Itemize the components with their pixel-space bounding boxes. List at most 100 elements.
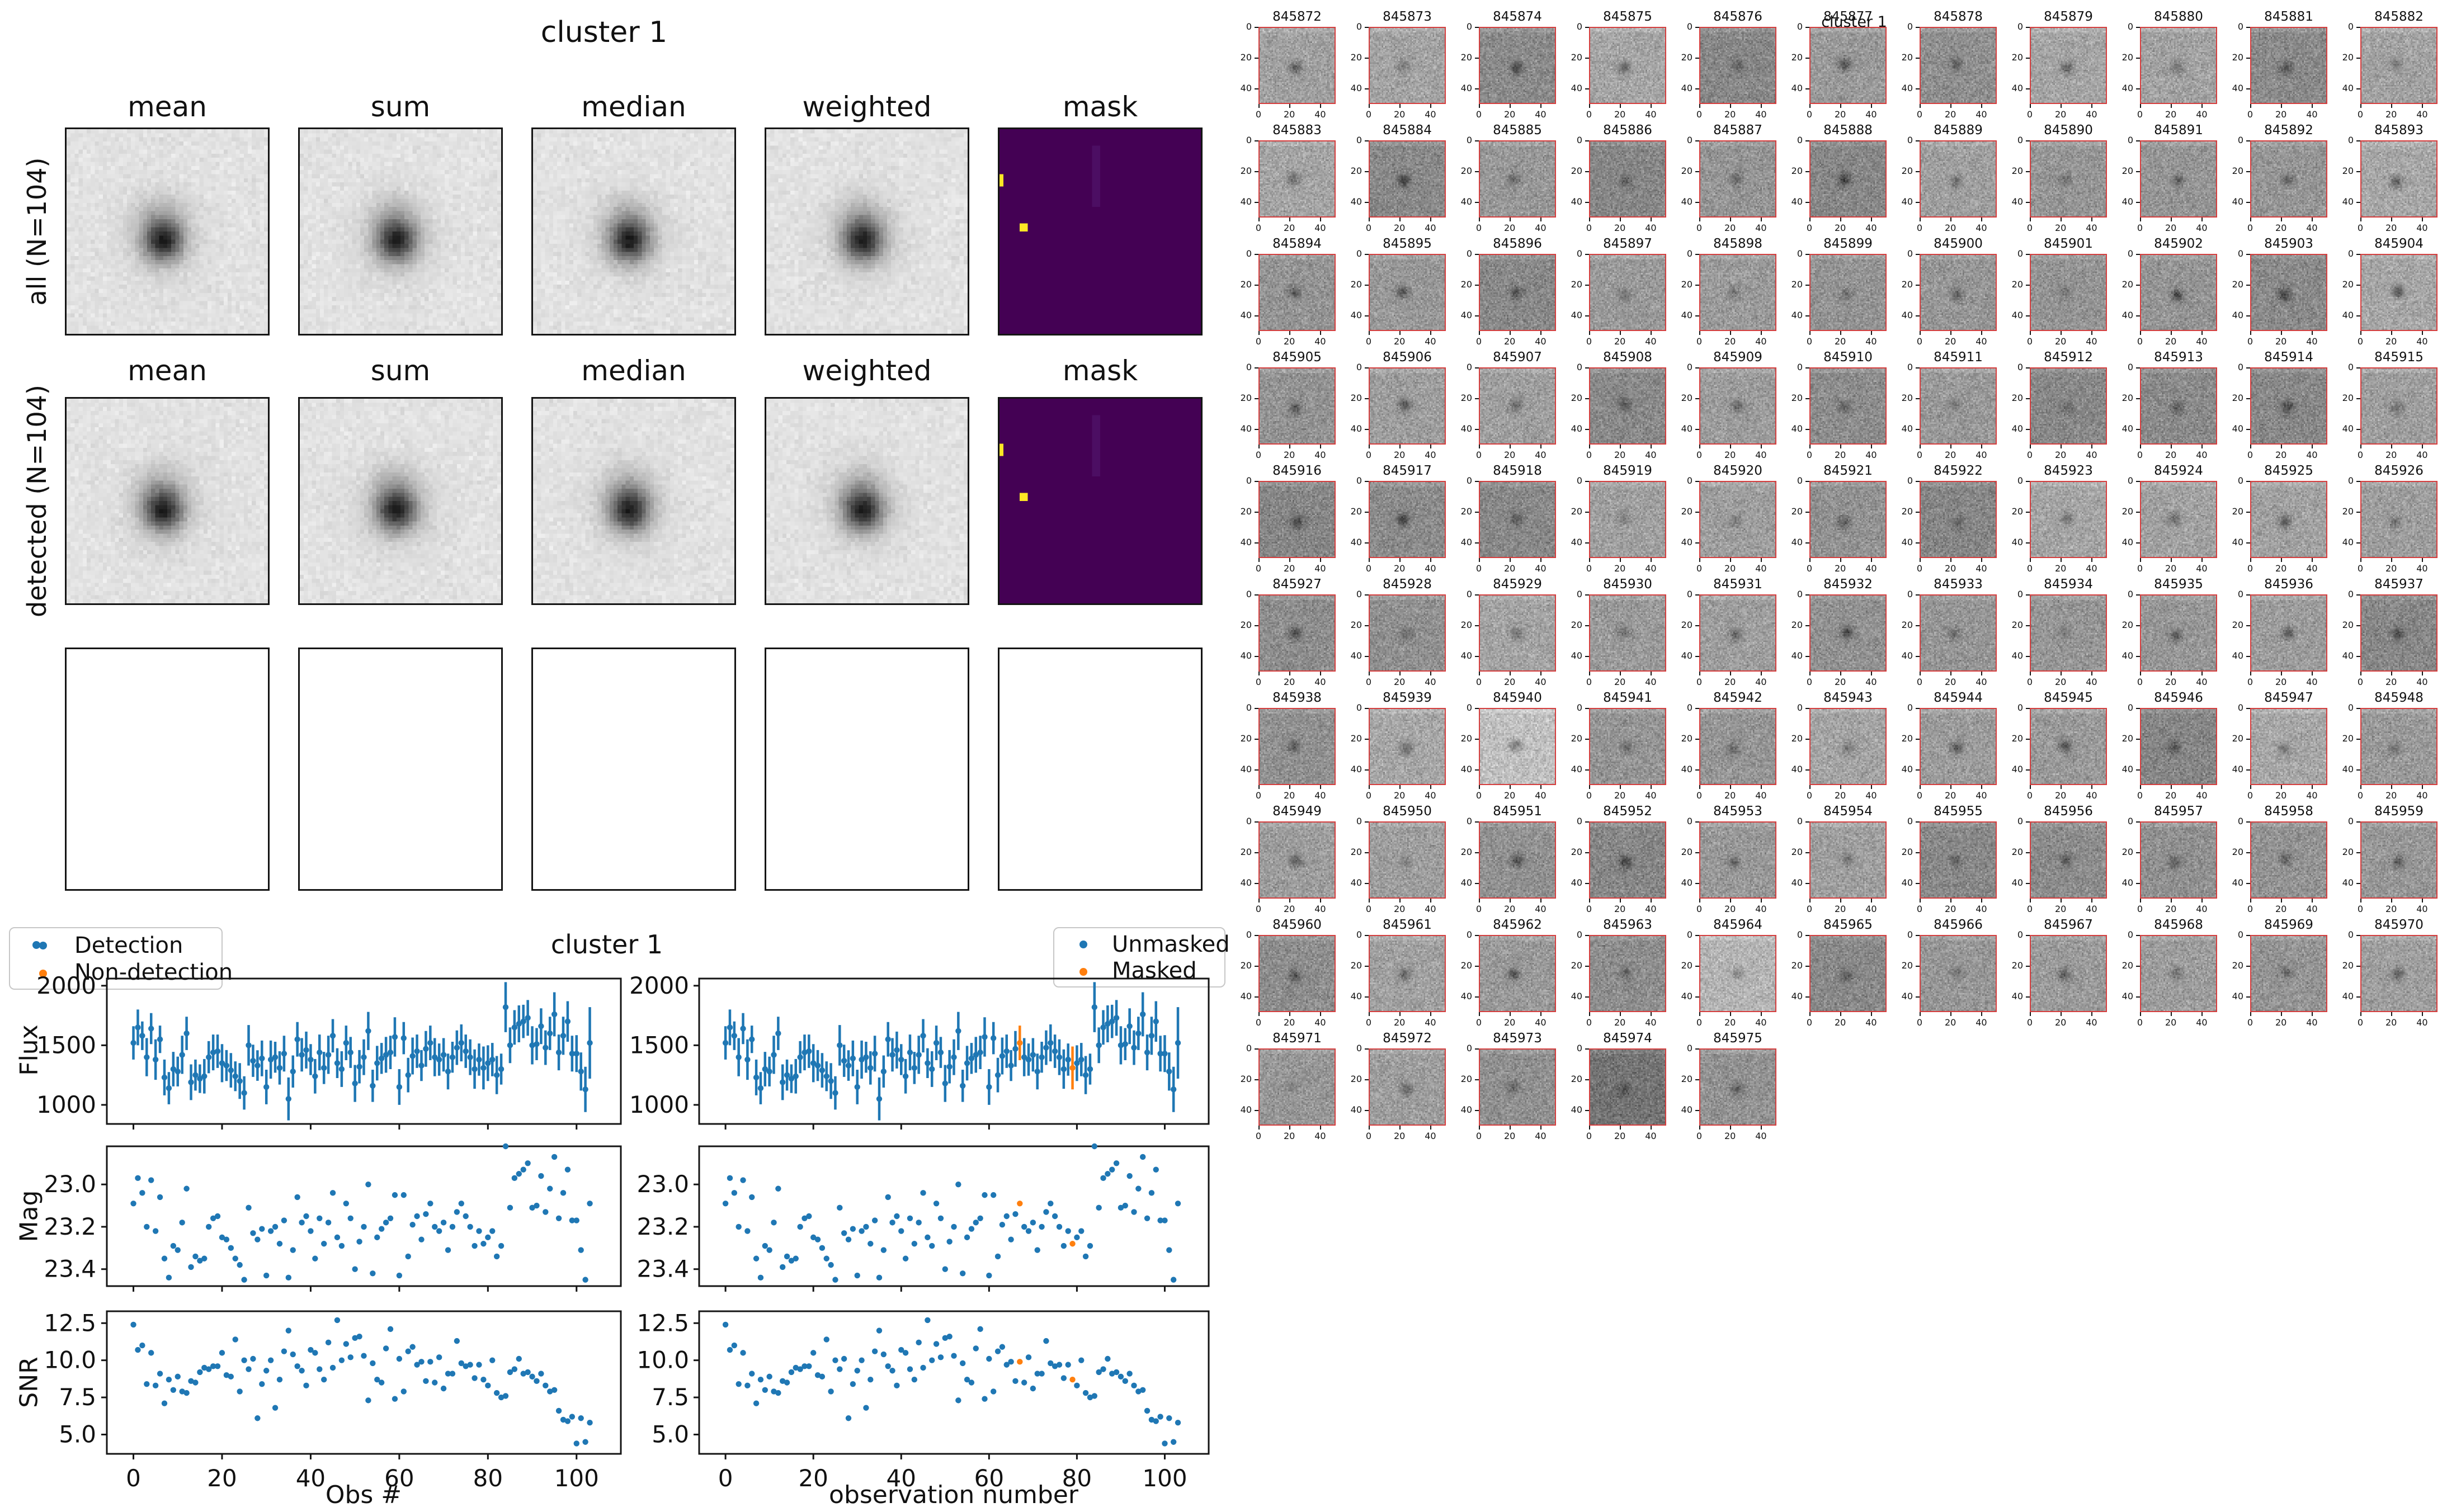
thumb-ytick bbox=[2136, 821, 2140, 823]
data-point bbox=[894, 1382, 900, 1389]
thumbnail-title: 845956 bbox=[2044, 804, 2093, 819]
thumb-xtick bbox=[1871, 1012, 1873, 1016]
thumb-ytick-label: 20 bbox=[1240, 620, 1252, 631]
thumb-ytick bbox=[2026, 594, 2030, 596]
thumb-ytick bbox=[2136, 852, 2140, 854]
thumbnail-title: 845890 bbox=[2044, 123, 2093, 138]
data-point bbox=[223, 1236, 230, 1242]
data-point bbox=[1122, 1202, 1128, 1209]
data-point bbox=[1074, 1060, 1080, 1066]
thumb-xtick-label: 40 bbox=[1976, 904, 1987, 914]
thumb-ytick bbox=[1916, 821, 1920, 823]
thumb-xtick bbox=[1258, 331, 1260, 335]
thumbnail-canvas bbox=[1700, 368, 1775, 443]
thumb-xtick bbox=[1289, 104, 1291, 108]
thumb-ytick-label: 20 bbox=[1571, 733, 1582, 744]
data-point bbox=[152, 1382, 159, 1389]
thumbnail-title: 845915 bbox=[2374, 350, 2424, 365]
thumb-xtick-label: 0 bbox=[1696, 450, 1703, 460]
data-point bbox=[560, 1416, 567, 1423]
column-header-median-detected: median bbox=[581, 355, 686, 387]
thumb-ytick bbox=[1585, 27, 1589, 28]
data-point bbox=[414, 1213, 420, 1220]
data-point bbox=[130, 1040, 136, 1046]
data-point bbox=[1087, 1066, 1093, 1072]
thumb-ytick bbox=[1255, 171, 1258, 173]
data-point bbox=[392, 1396, 398, 1402]
thumb-xtick bbox=[1320, 331, 1322, 335]
thumb-xtick-label: 40 bbox=[1425, 1017, 1436, 1028]
thumbnail-canvas bbox=[2141, 709, 2216, 784]
thumb-ytick bbox=[2136, 594, 2140, 596]
data-point bbox=[871, 1348, 878, 1354]
data-point bbox=[1118, 1042, 1124, 1048]
thumb-ytick bbox=[1916, 594, 1920, 596]
thumb-ytick-label: 40 bbox=[1681, 423, 1692, 434]
data-point bbox=[771, 1220, 777, 1226]
data-point bbox=[982, 1396, 988, 1402]
thumb-xtick bbox=[1430, 899, 1432, 903]
thumb-xtick bbox=[2201, 445, 2203, 448]
data-point bbox=[1131, 1382, 1137, 1389]
thumb-xtick bbox=[1981, 1012, 1983, 1016]
thumb-ytick bbox=[2136, 542, 2140, 544]
data-point bbox=[573, 1440, 579, 1447]
thumb-ytick bbox=[1805, 769, 1809, 771]
thumb-ytick-label: 20 bbox=[2011, 620, 2023, 631]
thumb-ytick-label: 40 bbox=[1571, 83, 1582, 94]
thumb-xtick-label: 40 bbox=[1425, 109, 1436, 120]
thumbnail-image bbox=[2030, 708, 2107, 785]
data-point bbox=[507, 1204, 513, 1211]
thumb-xtick bbox=[2391, 1012, 2393, 1016]
thumb-ytick bbox=[2026, 996, 2030, 998]
thumb-xtick bbox=[1510, 899, 1511, 903]
thumb-ytick-label: 40 bbox=[1681, 991, 1692, 1002]
thumb-xtick bbox=[1809, 899, 1811, 903]
thumb-ytick bbox=[2136, 398, 2140, 400]
thumb-xtick-label: 40 bbox=[2416, 223, 2428, 233]
thumb-xtick-label: 20 bbox=[2165, 109, 2177, 120]
thumb-xtick bbox=[2030, 899, 2031, 903]
thumb-ytick-label: 0 bbox=[1576, 702, 1582, 713]
thumb-ytick-label: 20 bbox=[1791, 506, 1803, 517]
thumb-ytick-label: 20 bbox=[2121, 960, 2133, 971]
data-point bbox=[183, 1030, 190, 1037]
data-point bbox=[951, 1054, 957, 1060]
thumb-xtick-label: 0 bbox=[2357, 223, 2364, 233]
thumbnail-canvas bbox=[2251, 936, 2326, 1011]
thumbnail-canvas bbox=[1370, 28, 1445, 103]
thumb-xtick-label: 20 bbox=[1394, 336, 1406, 347]
thumb-ytick-label: 40 bbox=[2121, 991, 2133, 1002]
column-header-median-all: median bbox=[581, 91, 686, 123]
data-point bbox=[999, 1053, 1006, 1059]
thumbnail-canvas bbox=[1480, 709, 1555, 784]
data-point bbox=[1025, 1056, 1032, 1063]
data-point bbox=[587, 1201, 593, 1207]
thumbnail-image bbox=[2360, 821, 2438, 899]
thumb-xtick-label: 0 bbox=[2137, 336, 2143, 347]
thumb-xtick-label: 20 bbox=[1394, 790, 1406, 801]
data-point bbox=[130, 1321, 136, 1328]
thumb-ytick bbox=[2356, 542, 2360, 544]
thumb-ytick bbox=[2356, 171, 2360, 173]
thumb-ytick bbox=[1255, 254, 1258, 255]
thumbnail-image bbox=[1589, 1048, 1666, 1126]
data-point bbox=[299, 1220, 305, 1226]
thumb-ytick bbox=[1585, 883, 1589, 885]
thumb-xtick bbox=[1761, 104, 1762, 108]
thumb-xtick bbox=[1289, 331, 1291, 335]
thumb-xtick-label: 0 bbox=[1255, 223, 1262, 233]
thumb-xtick-label: 40 bbox=[2416, 790, 2428, 801]
thumb-xtick bbox=[2201, 218, 2203, 221]
thumb-xtick-label: 20 bbox=[1945, 677, 1956, 687]
thumb-ytick-label: 0 bbox=[1356, 362, 1362, 372]
thumbnail-image bbox=[2250, 935, 2327, 1012]
data-point bbox=[1139, 1387, 1146, 1393]
thumb-xtick bbox=[1651, 104, 1652, 108]
thumb-ytick-label: 0 bbox=[2127, 929, 2133, 940]
data-point bbox=[560, 1190, 567, 1196]
data-point bbox=[347, 1354, 353, 1360]
thumb-xtick bbox=[1399, 899, 1401, 903]
data-point bbox=[547, 1185, 553, 1192]
data-point bbox=[955, 1181, 961, 1188]
